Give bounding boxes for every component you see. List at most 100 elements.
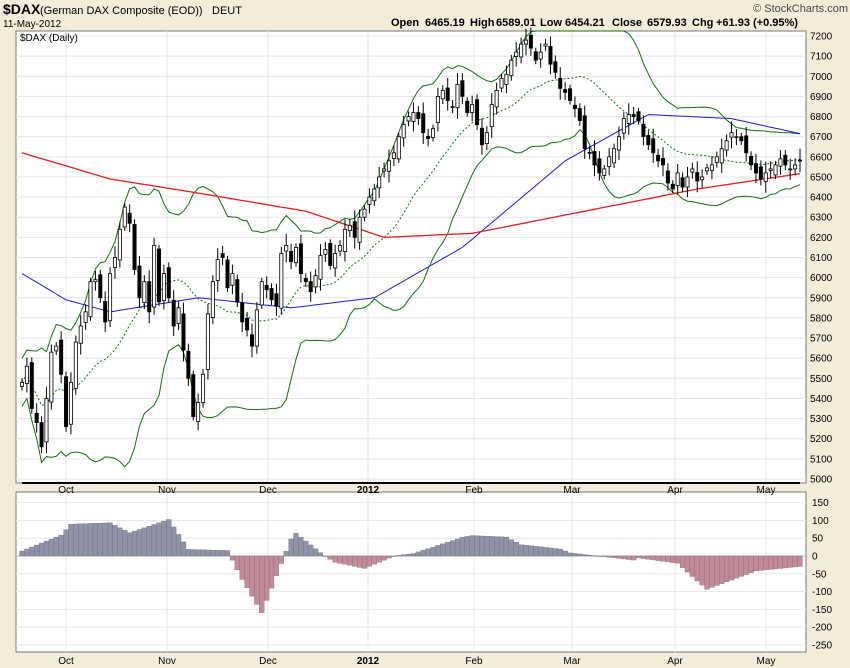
macd-histogram-bar [401, 554, 407, 557]
macd-histogram-bar [577, 553, 583, 557]
candle-body [289, 251, 294, 262]
macd-tick-label: -100 [812, 587, 832, 598]
candle-body [342, 228, 347, 252]
macd-histogram-bar [332, 555, 338, 563]
candle-body [201, 373, 206, 403]
macd-histogram-bar [34, 544, 40, 557]
bollinger-upper [21, 30, 801, 359]
candle-body [523, 39, 528, 45]
candle-body [749, 156, 754, 166]
candle-body [103, 300, 108, 323]
macd-histogram-bar [772, 555, 779, 570]
candle-body [695, 172, 700, 182]
macd-histogram-bar [655, 555, 661, 561]
macd-histogram-bar [675, 555, 681, 564]
macd-histogram-bar [293, 533, 299, 557]
candle-body [719, 148, 724, 164]
macd-histogram-bar [660, 555, 666, 562]
macd-tick-label: 50 [812, 534, 824, 545]
macd-x-label: May [757, 656, 776, 667]
macd-histogram-bar [205, 549, 211, 557]
candle-body [225, 259, 230, 289]
candle-body [577, 108, 582, 121]
macd-tick-label: -250 [812, 640, 832, 651]
candle-body [597, 158, 602, 174]
macd-histogram-bar [719, 555, 725, 584]
macd-histogram-bar [469, 535, 475, 557]
candle-body [700, 176, 705, 181]
candle-body [793, 164, 798, 170]
macd-histogram-bar [249, 555, 255, 597]
macd-histogram-bar [474, 535, 480, 557]
macd-histogram-bar [87, 523, 94, 557]
symbol: $DAX [3, 1, 41, 17]
candle-body [773, 164, 778, 176]
macd-histogram-bar [141, 527, 147, 557]
candle-body [64, 376, 69, 428]
macd-histogram-bar [405, 553, 412, 557]
macd-histogram-bar [670, 555, 676, 563]
macd-histogram-bar [171, 526, 177, 557]
candle-body [401, 124, 406, 139]
candle-body [367, 196, 372, 205]
candle-body [176, 307, 181, 324]
candle-body [78, 325, 83, 344]
macd-lines [19, 482, 803, 613]
price-tick-label: 5300 [810, 414, 833, 425]
macd-histogram-bar [782, 555, 788, 569]
candle-body [685, 176, 690, 188]
macd-x-label: Mar [563, 656, 581, 667]
price-tick-label: 5200 [810, 434, 833, 445]
candle-body [641, 123, 646, 138]
candle-body [362, 208, 367, 218]
candle-body [421, 113, 426, 134]
macd-histogram-bar [449, 540, 456, 557]
macd-histogram-bar [185, 549, 191, 557]
macd-histogram-bar [479, 535, 485, 557]
candle-body [406, 116, 411, 122]
candle-body [68, 381, 73, 425]
candle-body [680, 177, 685, 188]
macd-histogram-bar [327, 555, 333, 560]
candle-body [739, 136, 744, 142]
macd-histogram-bar [743, 555, 749, 575]
price-tick-label: 5400 [810, 394, 833, 405]
macd-histogram-bar [357, 555, 363, 568]
macd-x-label: 2012 [357, 656, 380, 667]
candle-body [171, 299, 176, 327]
macd-histogram-bar [264, 555, 270, 601]
candle-body [543, 43, 548, 47]
candle-body [709, 164, 714, 171]
candle-body [675, 172, 680, 186]
grid-lines [16, 31, 806, 652]
price-tick-label: 7100 [810, 52, 833, 63]
macd-histogram-bar [151, 524, 157, 557]
macd-histogram-bar [489, 536, 495, 557]
candle-body [386, 160, 391, 172]
ma-200-line [21, 152, 801, 239]
macd-histogram-bar [777, 555, 784, 569]
candle-body [333, 253, 338, 269]
macd-histogram-bar [582, 554, 588, 557]
candle-body [763, 172, 768, 182]
macd-histogram-bar [244, 555, 250, 588]
candle-body [568, 88, 573, 101]
macd-histogram-bar [724, 555, 730, 583]
candle-body [621, 118, 626, 134]
macd-histogram-bar [640, 555, 647, 559]
macd-histogram-bar [68, 523, 74, 557]
candle-body [29, 362, 34, 409]
macd-histogram-bar [112, 525, 118, 557]
low-value: 6454.21 [565, 17, 605, 29]
macd-panel [15, 491, 807, 653]
macd-histogram-bar [547, 547, 554, 557]
candle-body [377, 176, 382, 189]
candle-body [19, 381, 24, 387]
macd-histogram-bar [117, 527, 123, 557]
macd-histogram-bar [763, 555, 769, 571]
candle-body [254, 309, 259, 347]
macd-histogram-bar [312, 548, 319, 557]
macd-histogram-bar [229, 555, 235, 561]
macd-histogram-bar [533, 546, 539, 557]
price-overlays [21, 30, 801, 468]
